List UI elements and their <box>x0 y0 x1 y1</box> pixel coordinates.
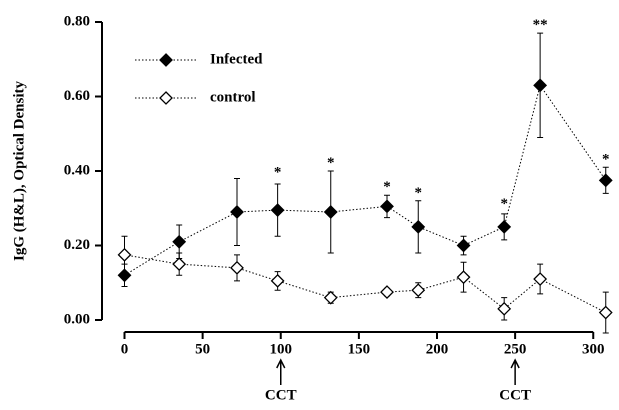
arrow <box>510 358 520 385</box>
significance-label: ** <box>533 17 548 33</box>
series-line <box>124 254 606 313</box>
point <box>497 301 512 316</box>
y-tick-label: 0.80 <box>64 13 90 29</box>
legend-label: control <box>210 89 256 105</box>
point <box>323 290 338 305</box>
x-tick-label: 200 <box>426 341 449 357</box>
x-tick-label: 150 <box>348 341 371 357</box>
point <box>411 283 426 298</box>
point <box>456 270 471 285</box>
point <box>533 78 548 93</box>
arrow-label: CCT <box>265 387 297 403</box>
series-line <box>124 84 607 276</box>
y-tick-label: 0.40 <box>64 162 90 178</box>
point <box>533 272 548 286</box>
legend-marker <box>159 91 173 105</box>
x-tick-label: 300 <box>582 341 605 357</box>
y-tick-label: 0.00 <box>64 311 90 327</box>
arrow-label: CCT <box>499 387 531 403</box>
x-tick-label: 50 <box>195 341 210 357</box>
point <box>172 234 187 249</box>
point <box>456 238 471 253</box>
significance-label: * <box>327 155 335 171</box>
y-tick-label: 0.20 <box>64 237 90 253</box>
x-tick-label: 250 <box>504 341 527 357</box>
significance-label: * <box>415 185 423 201</box>
significance-label: * <box>383 179 391 195</box>
x-tick-label: 100 <box>270 341 293 357</box>
point <box>230 205 244 219</box>
significance-label: * <box>602 151 610 167</box>
point <box>411 219 426 234</box>
arrow <box>276 358 286 385</box>
point <box>323 205 338 219</box>
point <box>230 260 244 275</box>
point <box>270 273 285 288</box>
y-axis-label: IgG (H&L), Optical Density <box>11 81 27 261</box>
legend-marker <box>159 53 173 67</box>
point <box>172 257 187 272</box>
point <box>380 285 394 299</box>
point <box>598 305 613 320</box>
point <box>117 268 132 283</box>
point <box>117 247 132 262</box>
significance-label: * <box>500 196 508 212</box>
y-tick-label: 0.60 <box>64 88 90 104</box>
point <box>598 173 613 188</box>
x-tick-label: 0 <box>121 341 129 357</box>
point <box>497 219 512 234</box>
point <box>270 203 285 218</box>
significance-label: * <box>274 164 282 180</box>
legend-label: Infected <box>210 51 263 67</box>
point <box>380 199 394 214</box>
